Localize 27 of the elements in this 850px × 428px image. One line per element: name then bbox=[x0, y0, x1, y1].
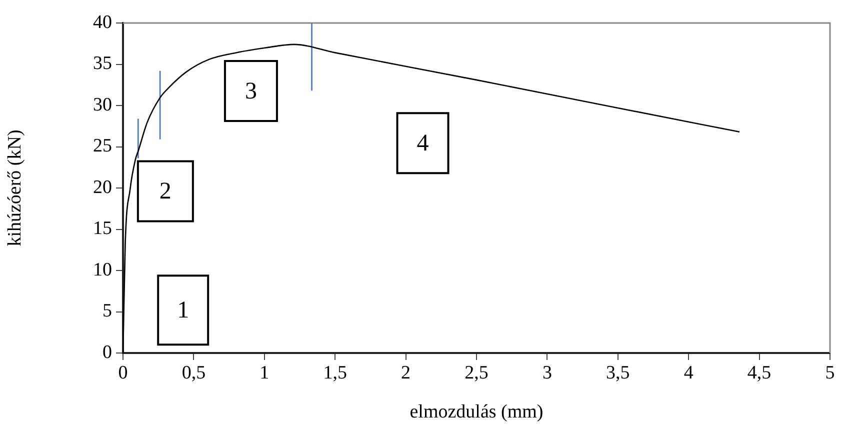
x-tick-label: 3,5 bbox=[606, 362, 630, 384]
annotation: 1 bbox=[177, 297, 190, 324]
y-tick-label: 40 bbox=[93, 12, 112, 33]
y-tick-label: 30 bbox=[93, 94, 112, 116]
x-tick-label: 2,5 bbox=[464, 362, 488, 384]
y-tick-label: 35 bbox=[93, 53, 112, 74]
y-axis-title: kihúzóerő (kN) bbox=[4, 130, 26, 246]
y-tick-label: 15 bbox=[93, 218, 112, 240]
y-tick-label: 20 bbox=[93, 176, 112, 198]
annotation: 4 bbox=[416, 130, 429, 156]
x-tick-label: 4 bbox=[684, 362, 694, 384]
y-tick-label: 25 bbox=[93, 136, 112, 157]
x-tick-label: 5 bbox=[825, 362, 835, 384]
x-tick-label: 0,5 bbox=[182, 362, 206, 384]
y-tick-label: 10 bbox=[93, 259, 112, 280]
x-tick-label: 1 bbox=[260, 362, 270, 384]
y-tick-label: 5 bbox=[102, 300, 112, 322]
annotation: 2 bbox=[159, 178, 172, 205]
annotation: 3 bbox=[244, 78, 257, 104]
x-tick-label: 3 bbox=[542, 362, 552, 384]
x-axis-title: elmozdulás (mm) bbox=[410, 402, 544, 423]
x-tick-label: 1,5 bbox=[323, 362, 347, 384]
x-tick-label: 0 bbox=[118, 362, 128, 384]
x-tick-label: 4,5 bbox=[747, 362, 772, 384]
line-series bbox=[123, 44, 740, 353]
x-tick-label: 2 bbox=[401, 362, 411, 384]
y-tick-label: 0 bbox=[102, 342, 112, 363]
